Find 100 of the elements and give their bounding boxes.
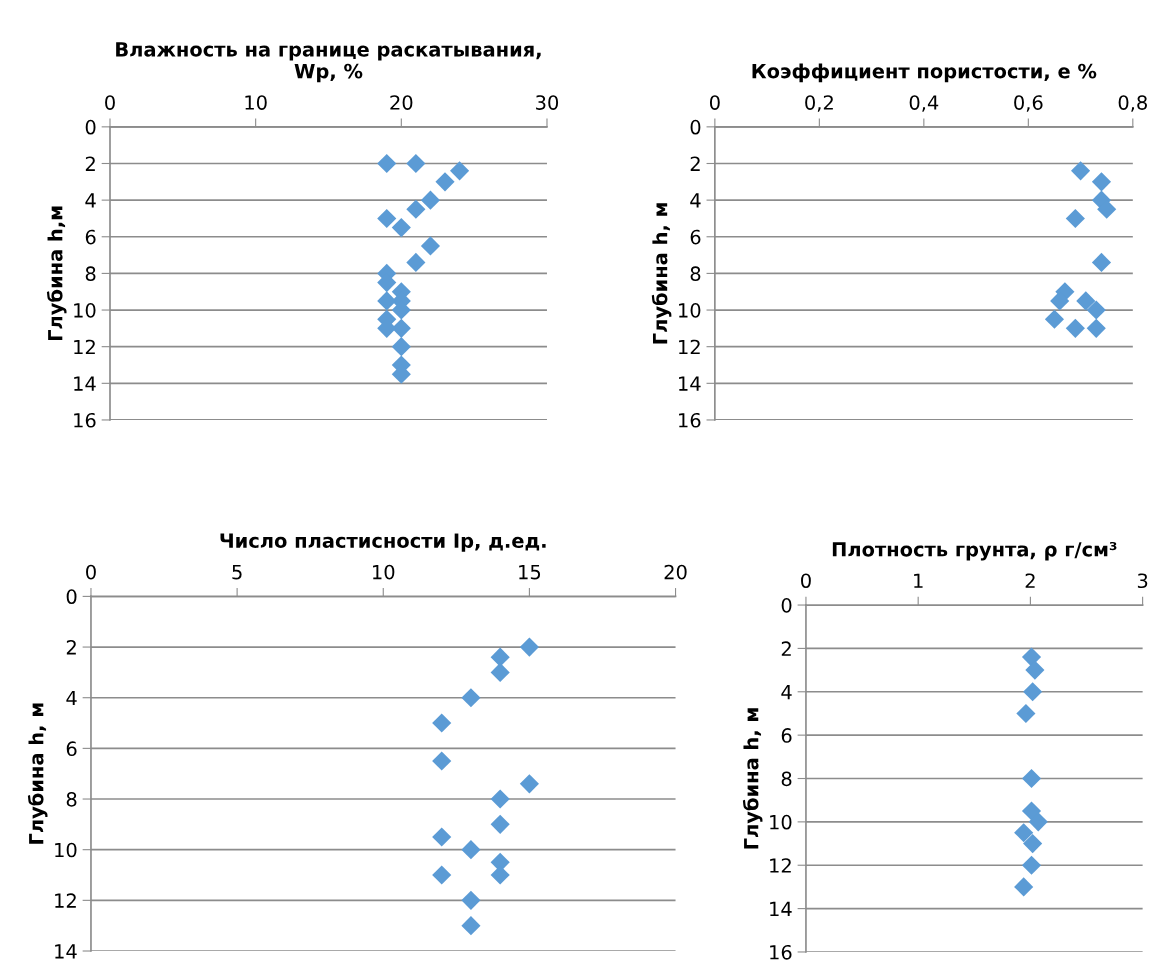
chart-title: Влажность на границе раскатывания, Wp, % [116,42,541,83]
point [1021,647,1042,667]
x-tick-label: 5 [232,564,242,580]
x-tick-label: 2 [1025,573,1035,588]
chart-title: Коэффициент пористости, е % [752,63,1097,83]
y-tick-label: 8 [781,771,792,787]
point [1023,682,1043,702]
y-tick-label: 2 [66,640,76,655]
point [490,865,510,885]
y-tick-label: 4 [781,684,792,700]
y-axis-title: Глубина h, м [651,203,672,344]
point [1097,199,1117,219]
x-tick-label: 0,8 [1118,95,1147,112]
point [1044,309,1065,329]
y-tick-label: 6 [66,741,77,757]
point [406,153,426,174]
y-tick-label: 0 [781,598,792,613]
x-tick-label: 0,4 [909,95,939,112]
y-tick-label: 14 [679,376,701,391]
chart-title: Плотность грунта, ρ г/см³ [832,541,1117,561]
y-tick-label: 10 [770,814,792,830]
x-tick-label: 0 [105,95,115,110]
y-tick-label: 16 [679,412,701,428]
y-tick-label: 12 [679,339,700,355]
y-tick-label: 8 [690,266,701,282]
x-tick-label: 15 [519,564,541,580]
y-tick-label: 8 [85,266,96,282]
point [461,840,481,860]
point [432,751,452,771]
point [490,814,510,834]
y-tick-label: 2 [781,641,791,656]
point [1021,855,1042,875]
y-tick-label: 10 [74,303,96,318]
x-tick-label: 30 [536,95,559,110]
point [1021,768,1042,789]
point [490,852,510,872]
point [406,199,426,219]
point [519,774,539,794]
x-tick-label: 0,2 [805,95,833,112]
point [461,890,481,910]
point [1071,161,1091,181]
point [406,252,426,272]
y-tick-label: 6 [781,728,792,743]
y-tick-label: 6 [85,229,96,245]
point [391,337,411,357]
point [1091,252,1112,272]
y-tick-label: 16 [770,944,792,960]
point [1065,318,1085,338]
x-tick-label: 0 [801,573,811,589]
x-tick-label: 20 [390,95,413,110]
point [1014,823,1034,843]
y-tick-label: 14 [74,376,96,391]
x-tick-label: 0 [709,95,720,110]
chart-title: Число пластисности Ip, д.ед. [220,533,546,552]
y-tick-label: 8 [66,791,77,807]
y-tick-label: 12 [55,893,76,908]
point [1065,208,1085,229]
y-tick-label: 10 [679,303,701,318]
point [1025,660,1045,680]
point [1050,291,1070,311]
point [1086,318,1106,338]
y-tick-label: 0 [85,119,96,135]
y-tick-label: 6 [690,229,701,245]
y-tick-label: 4 [690,193,701,208]
point [377,208,397,229]
point [391,318,411,338]
y-axis-title: Глубина h, м [742,708,763,849]
point [432,865,452,885]
point [461,916,481,936]
y-tick-label: 10 [55,842,77,858]
point [432,827,452,847]
x-tick-label: 10 [373,564,395,580]
point [1014,877,1034,897]
y-tick-label: 14 [770,901,792,916]
x-tick-label: 1 [914,573,923,588]
point [1076,291,1096,311]
y-tick-label: 14 [55,944,77,959]
point [377,291,397,311]
y-axis-title: Глубина h,м [46,206,67,341]
point [420,190,441,210]
x-tick-label: 0,6 [1014,95,1043,112]
point [1016,703,1036,724]
point [1021,801,1042,821]
y-tick-label: 4 [85,193,96,208]
y-tick-label: 2 [690,156,700,171]
y-tick-label: 2 [85,156,95,171]
point [519,637,539,657]
y-tick-label: 0 [66,589,77,605]
point [435,172,455,192]
point [450,161,470,181]
point [461,688,481,708]
x-tick-label: 20 [664,564,687,580]
y-axis-title: Глубина h, м [27,703,48,844]
y-tick-label: 0 [690,119,701,135]
point [1023,833,1043,854]
point [1028,812,1048,832]
x-tick-label: 3 [1137,573,1148,589]
y-tick-label: 12 [770,858,791,873]
point [391,218,411,238]
point [490,789,510,809]
